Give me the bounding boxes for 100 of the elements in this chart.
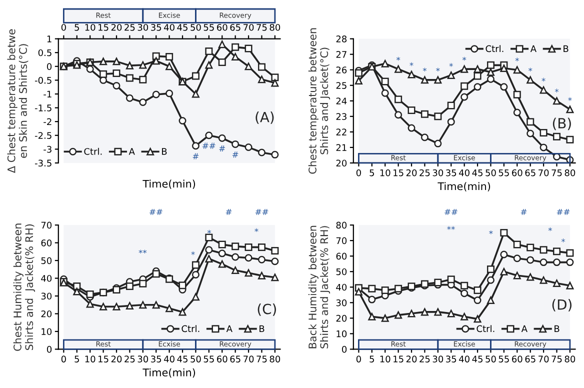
- x-tick-label: 55: [498, 356, 509, 362]
- y-tick-label: -2: [44, 118, 52, 126]
- x-tick-label: 60: [217, 356, 228, 362]
- legend-label: Ctrl.: [84, 148, 102, 155]
- annotation: *: [568, 97, 572, 101]
- annotation: **: [138, 250, 147, 254]
- annotation: *: [396, 56, 400, 61]
- y-tick-label: 28: [336, 36, 347, 42]
- x-axis-title: Time(min): [142, 180, 196, 189]
- x-tick-label: 20: [111, 24, 122, 31]
- y-tick-label: 23: [336, 113, 346, 120]
- annotation: *: [449, 63, 453, 67]
- annotation: **: [447, 226, 455, 230]
- x-axis-title: Time(min): [142, 368, 196, 378]
- annotation: *: [422, 68, 427, 72]
- y-axis-title: Δ Chest temperature betwe en Skin and Shirts(°C): [7, 29, 28, 173]
- x-tick-label: 10: [85, 356, 96, 362]
- annotation: #: [232, 152, 238, 158]
- x-tick-label: 30: [138, 24, 148, 31]
- x-tick-label: 5: [74, 356, 79, 362]
- x-tick-label: 15: [394, 356, 404, 362]
- x-tick-label: 45: [177, 356, 188, 362]
- x-tick-label: 75: [256, 24, 267, 31]
- x-tick-label: 0: [61, 24, 66, 31]
- y-tick-label: 70: [336, 237, 347, 244]
- annotation: *: [410, 62, 414, 66]
- x-tick-label: 45: [177, 24, 188, 31]
- text: #: [226, 208, 232, 215]
- x-tick-label: 10: [380, 169, 390, 176]
- text: #: [520, 208, 527, 215]
- annotation: *: [254, 228, 258, 232]
- x-tick-label: 50: [190, 24, 201, 31]
- annotation: (D): [552, 299, 572, 312]
- text: ##: [150, 208, 162, 215]
- y-tick-label: 25: [336, 82, 346, 89]
- y-tick-label: 60: [41, 240, 52, 246]
- x-tick-label: 70: [244, 24, 254, 31]
- annotation: *: [542, 78, 546, 82]
- annotation: (B): [552, 118, 571, 130]
- x-tick-label: 30: [138, 356, 148, 362]
- x-tick-label: 0: [356, 169, 361, 176]
- annotation: *: [528, 68, 532, 72]
- x-tick-label: 55: [204, 356, 214, 362]
- annotation: #: [219, 146, 225, 152]
- x-tick-label: 40: [459, 169, 470, 176]
- x-tick-label: 45: [472, 169, 482, 176]
- x-tick-label: 55: [498, 169, 509, 176]
- text: ##: [255, 208, 268, 215]
- annotation: *: [515, 58, 519, 62]
- x-tick-label: 80: [270, 356, 280, 362]
- legend-label: A: [226, 325, 232, 332]
- annotation: ##: [202, 142, 216, 149]
- text: ##: [444, 208, 458, 215]
- y-tick-label: 20: [336, 314, 347, 322]
- x-tick-label: 20: [406, 356, 417, 362]
- x-tick-label: 30: [432, 356, 444, 362]
- y-tick-label: 20: [336, 160, 347, 167]
- y-tick-label: -2.5: [34, 132, 52, 139]
- x-tick-label: 70: [244, 356, 254, 362]
- y-tick-label: 21: [336, 144, 346, 151]
- y-tick-label: 10: [42, 328, 52, 336]
- y-tick-label: 50: [41, 257, 52, 264]
- y-tick-label: 10: [336, 330, 347, 338]
- y-axis-title: Back Humidity between Shirts and Jacket(% RH): [308, 226, 330, 348]
- x-tick-label: 75: [552, 356, 562, 362]
- x-tick-label: 70: [538, 356, 549, 362]
- annotation: #: [192, 153, 199, 160]
- x-tick-label: 5: [74, 24, 79, 31]
- legend-label: Ctrl.: [182, 325, 200, 332]
- text: ##: [556, 208, 570, 215]
- y-tick-label: 22: [336, 128, 346, 136]
- x-tick-label: 75: [552, 169, 562, 176]
- x-tick-label: 60: [512, 356, 522, 362]
- y-axis-title: Chest temperature between Shirts and Jacket(°C): [308, 28, 330, 174]
- x-tick-label: 80: [564, 169, 576, 176]
- x-tick-label: 30: [432, 169, 444, 176]
- x-tick-label: 0: [356, 356, 361, 362]
- annotation: *: [489, 230, 493, 234]
- x-tick-label: 20: [111, 356, 122, 362]
- y-tick-label: 0: [47, 346, 52, 353]
- legend-label: Ctrl.: [476, 325, 494, 332]
- x-tick-label: 20: [406, 169, 417, 176]
- x-tick-label: 10: [380, 356, 390, 362]
- x-tick-label: 0: [61, 356, 66, 362]
- x-tick-label: 25: [124, 356, 135, 362]
- x-tick-label: 25: [124, 24, 135, 31]
- y-tick-label: 1: [47, 36, 52, 42]
- x-tick-label: 50: [190, 356, 201, 362]
- y-tick-label: 40: [41, 274, 52, 282]
- y-tick-label: 30: [41, 292, 52, 300]
- x-tick-label: 35: [446, 356, 456, 362]
- legend-label: B: [554, 325, 560, 332]
- x-tick-label: 15: [98, 24, 108, 31]
- x-tick-label: 40: [164, 356, 174, 362]
- x-tick-label: 65: [525, 169, 536, 176]
- y-axis-title: Chest Humidity between Shirts and Jacket(% RH): [13, 224, 36, 351]
- y-tick-label: 27: [336, 51, 346, 58]
- annotation: *: [436, 68, 440, 72]
- legend-label: Ctrl.: [486, 45, 504, 52]
- y-tick-label: 20: [41, 310, 52, 318]
